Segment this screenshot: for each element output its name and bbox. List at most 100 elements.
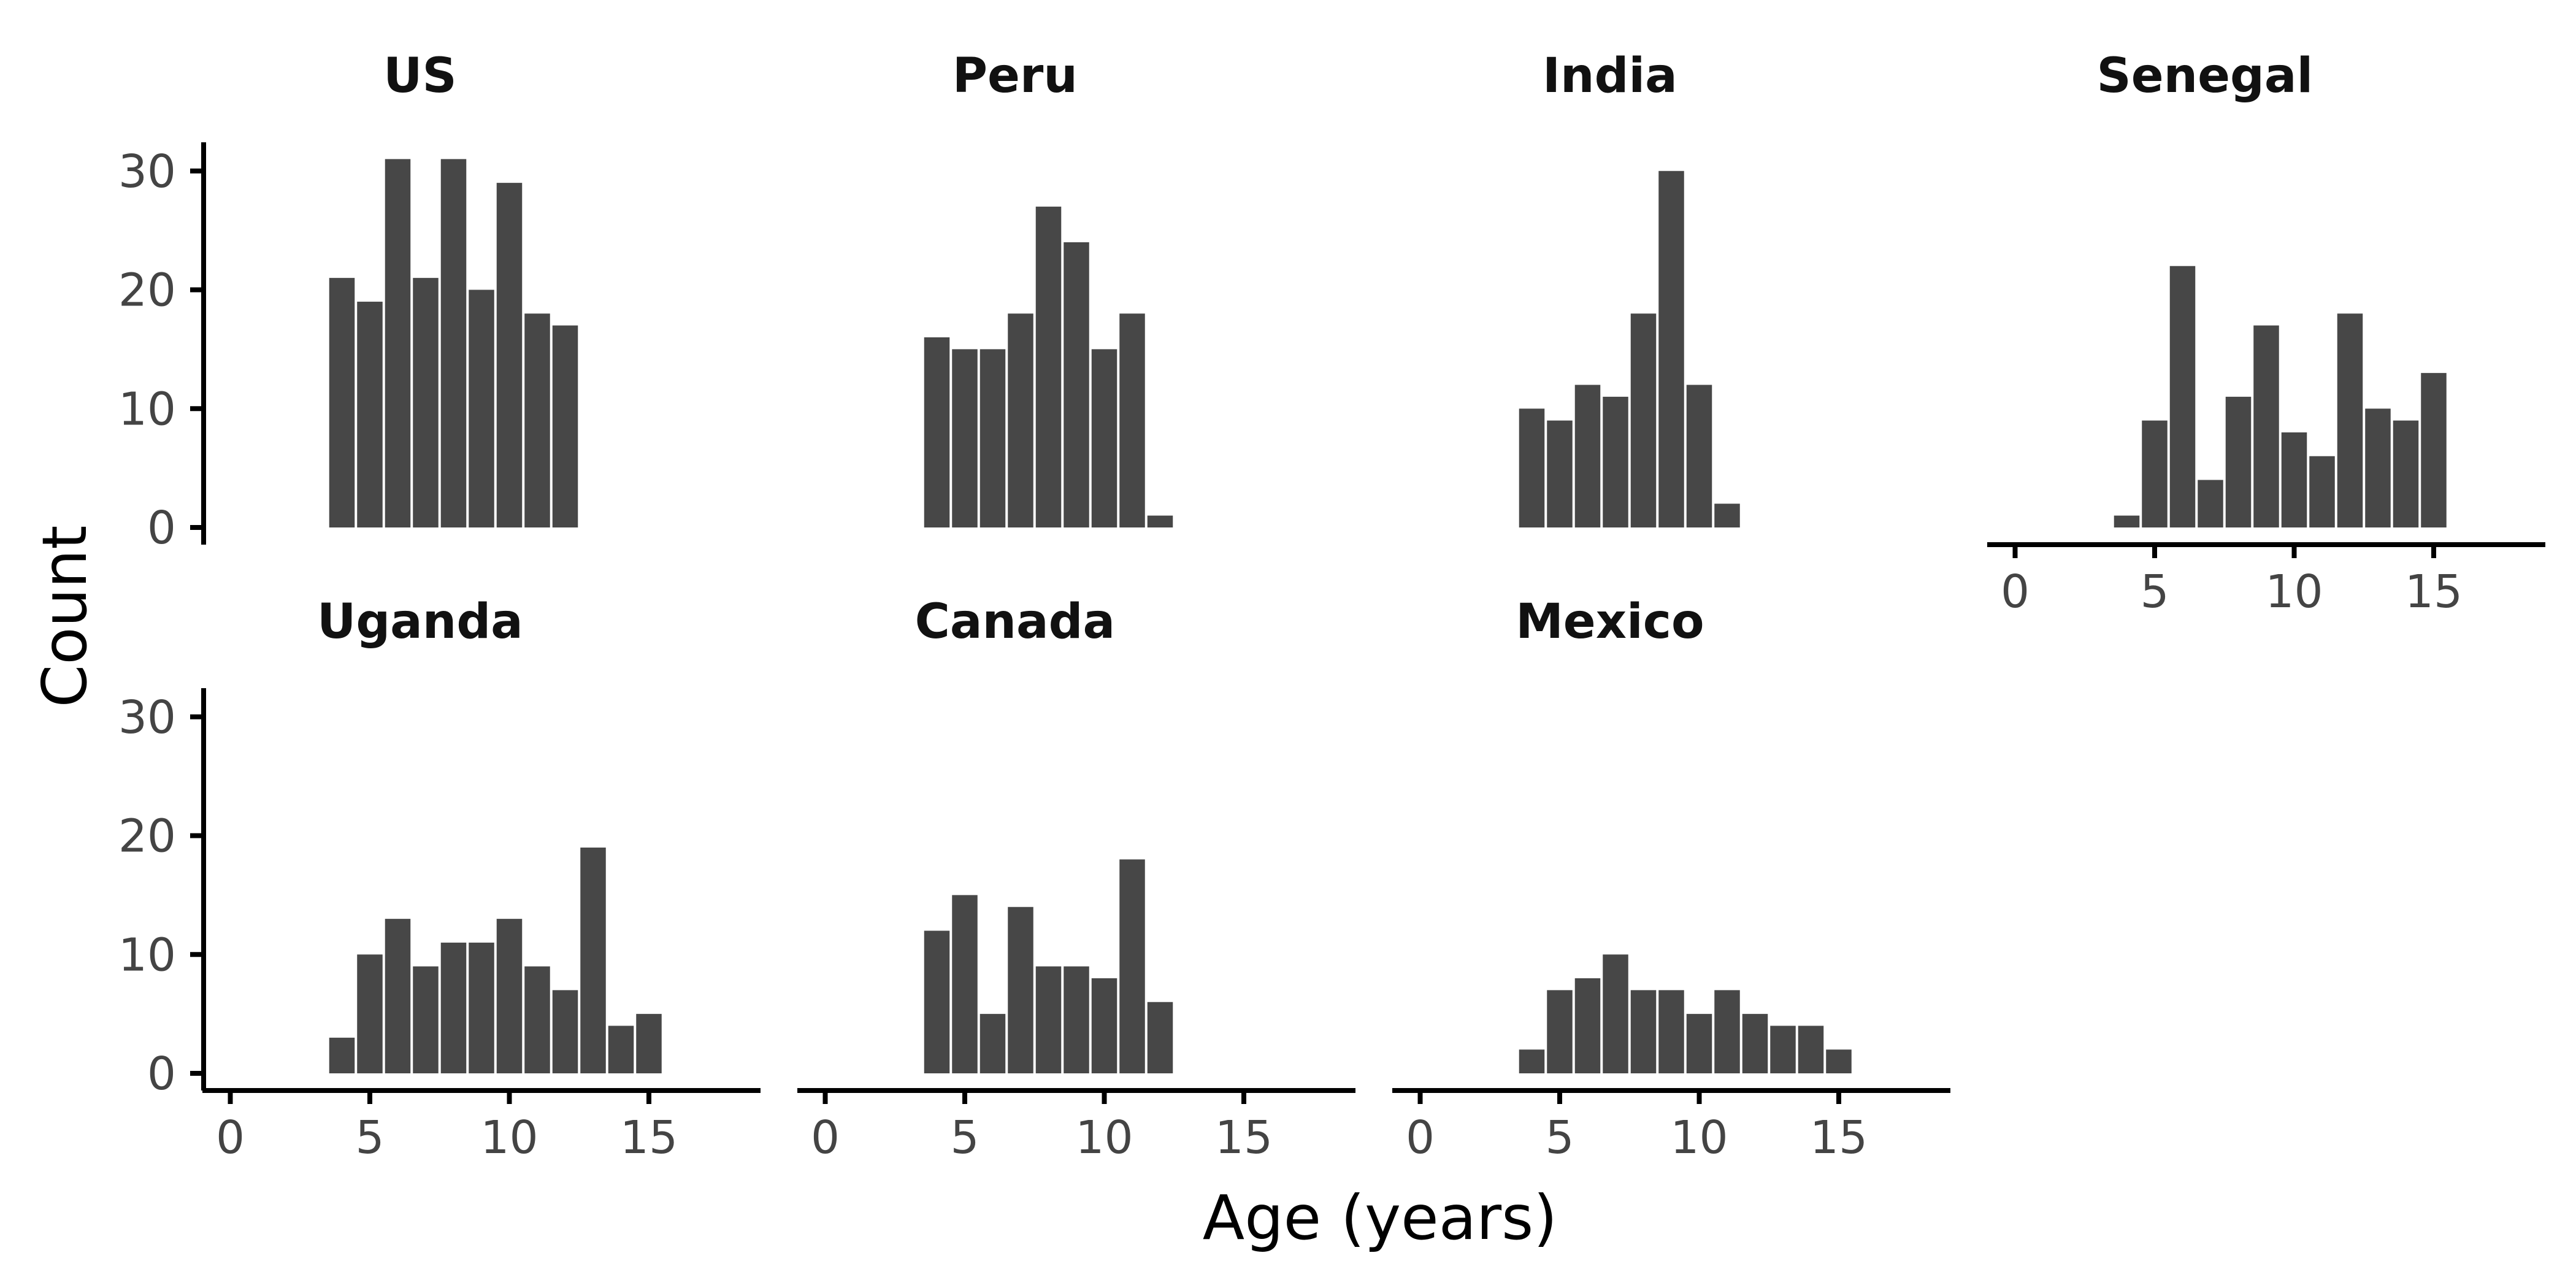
x-tick-label-uganda-0: 0 xyxy=(216,1111,245,1164)
x-tick-label-canada-10: 10 xyxy=(1075,1111,1133,1164)
facet-title-india: India xyxy=(1543,48,1677,104)
bar-mexico-age-10 xyxy=(1686,1014,1712,1073)
bar-senegal-age-14 xyxy=(2393,420,2419,527)
x-tick-label-senegal-5: 5 xyxy=(2140,565,2169,618)
facet-title-us: US xyxy=(383,48,457,104)
bar-uganda-age-12 xyxy=(552,990,578,1073)
bar-india-age-11 xyxy=(1714,504,1740,527)
bar-peru-age-10 xyxy=(1091,349,1117,527)
bar-peru-age-9 xyxy=(1064,242,1089,527)
bar-uganda-age-6 xyxy=(385,919,411,1073)
bar-us-age-8 xyxy=(440,159,467,527)
bar-canada-age-12 xyxy=(1147,1002,1173,1073)
x-tick-label-canada-15: 15 xyxy=(1215,1111,1273,1164)
y-tick-label-row-1-30: 30 xyxy=(118,145,176,198)
bar-uganda-age-7 xyxy=(413,966,439,1073)
x-axis-title: Age (years) xyxy=(1203,1182,1557,1254)
bar-canada-age-10 xyxy=(1091,978,1117,1073)
x-tick-label-uganda-5: 5 xyxy=(355,1111,384,1164)
facet-title-uganda: Uganda xyxy=(317,594,523,650)
bar-uganda-age-15 xyxy=(636,1014,662,1073)
bar-india-age-8 xyxy=(1630,313,1657,527)
bar-uganda-age-11 xyxy=(524,966,550,1073)
bar-uganda-age-8 xyxy=(440,942,467,1073)
x-tick-label-canada-5: 5 xyxy=(950,1111,979,1164)
x-tick-label-senegal-10: 10 xyxy=(2265,565,2323,618)
bar-us-age-6 xyxy=(385,159,411,527)
bar-mexico-age-13 xyxy=(1770,1025,1796,1073)
bar-uganda-age-10 xyxy=(496,919,523,1073)
bar-mexico-age-6 xyxy=(1574,978,1601,1073)
bar-uganda-age-4 xyxy=(329,1037,355,1073)
bar-senegal-age-8 xyxy=(2225,396,2252,527)
bar-india-age-4 xyxy=(1519,408,1545,527)
bar-senegal-age-15 xyxy=(2421,373,2447,527)
x-tick-label-mexico-15: 15 xyxy=(1810,1111,1868,1164)
y-tick-label-row-2-10: 10 xyxy=(118,929,176,981)
bar-senegal-age-5 xyxy=(2142,420,2168,527)
x-tick-label-senegal-15: 15 xyxy=(2405,565,2463,618)
bar-us-age-9 xyxy=(469,289,494,527)
bar-senegal-age-6 xyxy=(2169,266,2196,527)
bar-senegal-age-9 xyxy=(2253,325,2279,527)
bar-uganda-age-9 xyxy=(469,942,494,1073)
bar-india-age-10 xyxy=(1686,385,1712,527)
bar-senegal-age-13 xyxy=(2365,408,2391,527)
bar-senegal-age-11 xyxy=(2309,456,2335,527)
bar-us-age-5 xyxy=(357,301,383,527)
facet-title-senegal: Senegal xyxy=(2097,48,2313,104)
bar-us-age-11 xyxy=(524,313,550,527)
y-tick-label-row-2-20: 20 xyxy=(118,810,176,863)
bar-senegal-age-12 xyxy=(2337,313,2363,527)
bar-india-age-6 xyxy=(1574,385,1601,527)
y-tick-label-row-1-20: 20 xyxy=(118,264,176,317)
y-axis-title: Count xyxy=(29,526,101,708)
bar-us-age-4 xyxy=(329,278,355,527)
bar-india-age-7 xyxy=(1603,396,1628,527)
bar-mexico-age-12 xyxy=(1742,1014,1768,1073)
bar-mexico-age-15 xyxy=(1826,1049,1852,1073)
bar-canada-age-9 xyxy=(1064,966,1089,1073)
bar-canada-age-6 xyxy=(979,1014,1006,1073)
bar-canada-age-11 xyxy=(1119,859,1145,1073)
bar-canada-age-4 xyxy=(924,930,950,1073)
y-tick-label-row-1-10: 10 xyxy=(118,383,176,435)
x-tick-label-canada-0: 0 xyxy=(811,1111,840,1164)
bar-canada-age-8 xyxy=(1035,966,1062,1073)
bar-peru-age-5 xyxy=(952,349,978,527)
bar-senegal-age-7 xyxy=(2198,480,2223,527)
y-tick-label-row-2-0: 0 xyxy=(147,1048,176,1100)
x-tick-label-uganda-15: 15 xyxy=(620,1111,678,1164)
x-tick-label-mexico-5: 5 xyxy=(1545,1111,1574,1164)
bar-peru-age-11 xyxy=(1119,313,1145,527)
bar-us-age-12 xyxy=(552,325,578,527)
bar-us-age-10 xyxy=(496,183,523,527)
bar-senegal-age-4 xyxy=(2114,515,2140,527)
bar-canada-age-7 xyxy=(1008,907,1033,1073)
bar-mexico-age-7 xyxy=(1603,954,1628,1073)
facet-title-peru: Peru xyxy=(953,48,1078,104)
x-tick-label-mexico-10: 10 xyxy=(1670,1111,1728,1164)
facet-title-mexico: Mexico xyxy=(1516,594,1704,650)
bar-canada-age-5 xyxy=(952,895,978,1073)
bar-uganda-age-14 xyxy=(608,1025,634,1073)
bar-peru-age-12 xyxy=(1147,515,1173,527)
bar-senegal-age-10 xyxy=(2281,432,2307,527)
bar-mexico-age-11 xyxy=(1714,990,1740,1073)
bar-india-age-5 xyxy=(1547,420,1573,527)
y-tick-label-row-2-30: 30 xyxy=(118,691,176,744)
bar-us-age-7 xyxy=(413,278,439,527)
bar-india-age-9 xyxy=(1658,171,1684,527)
bar-peru-age-7 xyxy=(1008,313,1033,527)
y-tick-label-row-1-0: 0 xyxy=(147,502,176,554)
bar-mexico-age-5 xyxy=(1547,990,1573,1073)
bar-mexico-age-8 xyxy=(1630,990,1657,1073)
x-tick-label-uganda-10: 10 xyxy=(480,1111,538,1164)
bar-peru-age-6 xyxy=(979,349,1006,527)
bar-peru-age-8 xyxy=(1035,206,1062,527)
bar-mexico-age-14 xyxy=(1798,1025,1824,1073)
bar-peru-age-4 xyxy=(924,337,950,527)
bar-uganda-age-5 xyxy=(357,954,383,1073)
